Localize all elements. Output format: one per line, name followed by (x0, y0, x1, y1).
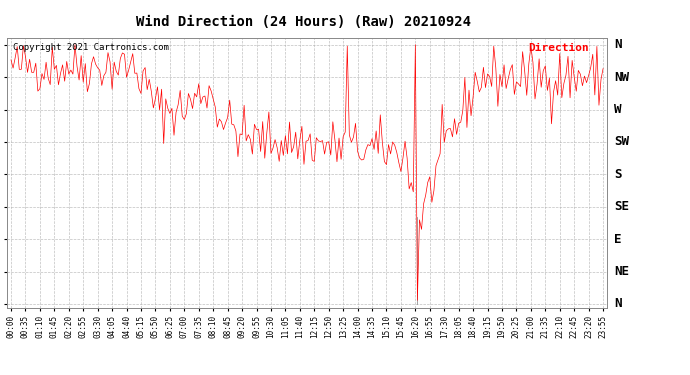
Text: Copyright 2021 Cartronics.com: Copyright 2021 Cartronics.com (13, 43, 169, 52)
Text: NW: NW (614, 70, 629, 84)
Text: N: N (614, 38, 622, 51)
Text: E: E (614, 232, 622, 246)
Text: SW: SW (614, 135, 629, 148)
Text: S: S (614, 168, 622, 181)
Text: Wind Direction (24 Hours) (Raw) 20210924: Wind Direction (24 Hours) (Raw) 20210924 (136, 15, 471, 29)
Text: W: W (614, 103, 622, 116)
Text: SE: SE (614, 200, 629, 213)
Text: NE: NE (614, 265, 629, 278)
Text: N: N (614, 297, 622, 310)
Text: Direction: Direction (529, 43, 589, 53)
